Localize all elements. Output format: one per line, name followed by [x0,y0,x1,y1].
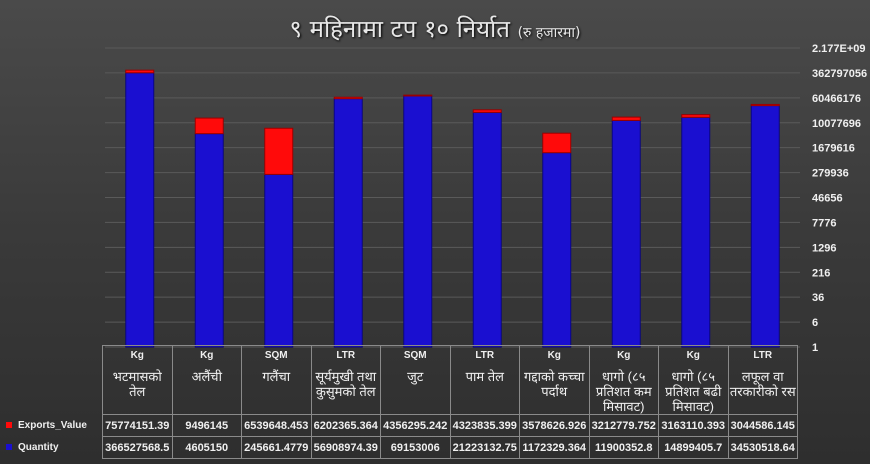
legend-swatch-red [6,422,12,428]
unit-label: Kg [547,350,561,361]
category-label: धागो (८५ प्रतिशत बढी मिसावट) [665,369,722,414]
title-subtitle: (रु हजारमा) [517,25,581,41]
category-header: Kg धागो (८५ प्रतिशत कम मिसावट) [588,345,659,415]
category-label: अलैंची [191,369,222,384]
category-label: लफूल वा तरकारीको रस [729,369,796,399]
category-header: Kg भटमासको तेल [102,345,173,415]
y-tick-label: 2.177E+09 [812,43,866,55]
unit-label: Kg [617,350,631,361]
exports-value-cell: 4323835.399 [449,414,520,437]
legend-quantity: Quantity [2,436,103,459]
quantity-cell: 21223132.75 [449,436,520,459]
bar-quantity [611,119,641,348]
bar-exports-value [194,117,224,135]
exports-value-cell: 6539648.453 [241,414,312,437]
bar-quantity [750,105,780,348]
y-tick-label: 362797056 [812,68,867,80]
y-tick-label: 36 [812,292,824,304]
legend-label: Quantity [18,442,59,453]
legend-label: Exports_Value [18,420,87,431]
category-label: गलैंचा [262,369,291,384]
unit-label: LTR [753,350,773,361]
exports-value-cell: 3212779.752 [588,414,659,437]
y-tick-label: 46656 [812,193,843,205]
exports-value-cell: 4356295.242 [380,414,451,437]
bar-quantity [264,173,294,348]
y-tick-label: 1679616 [812,143,855,155]
bar-exports-value [750,103,780,107]
bar-quantity [333,98,363,348]
y-tick-label: 1 [812,342,818,354]
category-header: Kg धागो (८५ प्रतिशत बढी मिसावट) [658,345,729,415]
quantity-cell: 56908974.39 [310,436,381,459]
bar-quantity [403,95,433,348]
unit-label: Kg [686,350,700,361]
quantity-cell: 11900352.8 [588,436,659,459]
y-tick-label: 1296 [812,242,836,254]
category-label: सूर्यमुखी तथा कुसुमको तेल [315,369,377,399]
category-header: LTR सूर्यमुखी तथा कुसुमको तेल [310,345,381,415]
bar-exports-value [125,69,155,74]
unit-label: LTR [336,350,356,361]
category-header: SQM गलैंचा [241,345,312,415]
quantity-cell: 4605150 [171,436,242,459]
exports-value-cell: 9496145 [171,414,242,437]
bar-exports-value [542,132,572,154]
bar-quantity [681,116,711,348]
unit-label: Kg [200,350,214,361]
category-label: भटमासको तेल [112,369,162,399]
bar-exports-value [472,109,502,113]
y-tick-label: 10077696 [812,118,861,130]
corner-cell [2,346,103,415]
bar-quantity [194,133,224,348]
bar-quantity [472,111,502,348]
data-table: Kg भटमासको तेल Kg अलैंची SQM गलैंचा LTR सूर्यमु… [2,345,798,459]
category-header: LTR पाम तेल [449,345,520,415]
unit-label: LTR [475,350,495,361]
unit-label: Kg [130,350,144,361]
quantity-cell: 14899405.7 [658,436,729,459]
quantity-cell: 245661.4779 [241,436,312,459]
category-header: SQM जुट [380,345,451,415]
y-tick-label: 6 [812,317,818,329]
category-header: Kg अलैंची [171,345,242,415]
exports-value-cell: 3044586.145 [727,414,798,437]
bar-exports-value [611,116,641,121]
y-tick-label: 216 [812,267,830,279]
exports-value-cell: 3163110.393 [658,414,729,437]
quantity-cell: 1172329.364 [519,436,590,459]
y-tick-label: 279936 [812,168,849,180]
exports-value-cell: 6202365.364 [310,414,381,437]
quantity-cell: 366527568.5 [102,436,173,459]
exports-value-cell: 3578626.926 [519,414,590,437]
bar-exports-value [403,94,433,97]
bar-exports-value [264,127,294,175]
quantity-cell: 69153006 [380,436,451,459]
bar-quantity [125,72,155,348]
category-label: पाम तेल [465,369,504,384]
exports-value-cell: 75774151.39 [102,414,173,437]
y-tick-label: 7776 [812,217,836,229]
bar-exports-value [333,96,363,100]
y-tick-label: 60466176 [812,93,861,105]
bar-quantity [542,152,572,348]
unit-label: SQM [403,350,427,361]
category-label: जुट [407,369,424,384]
legend-exports-value: Exports_Value [2,414,103,437]
category-label: गद्दाको कच्चा पर्दाथ [524,369,585,399]
quantity-cell: 34530518.64 [727,436,798,459]
legend-swatch-blue [6,444,12,450]
title-main: ९ महिनामा टप १० निर्यात [289,15,510,43]
bar-exports-value [681,114,711,118]
category-label: धागो (८५ प्रतिशत कम मिसावट) [595,369,652,414]
unit-label: SQM [264,350,288,361]
category-header: Kg गद्दाको कच्चा पर्दाथ [519,345,590,415]
chart-title: ९ महिनामा टप १० निर्यात (रु हजारमा) [0,12,870,45]
category-header: LTR लफूल वा तरकारीको रस [727,345,798,415]
